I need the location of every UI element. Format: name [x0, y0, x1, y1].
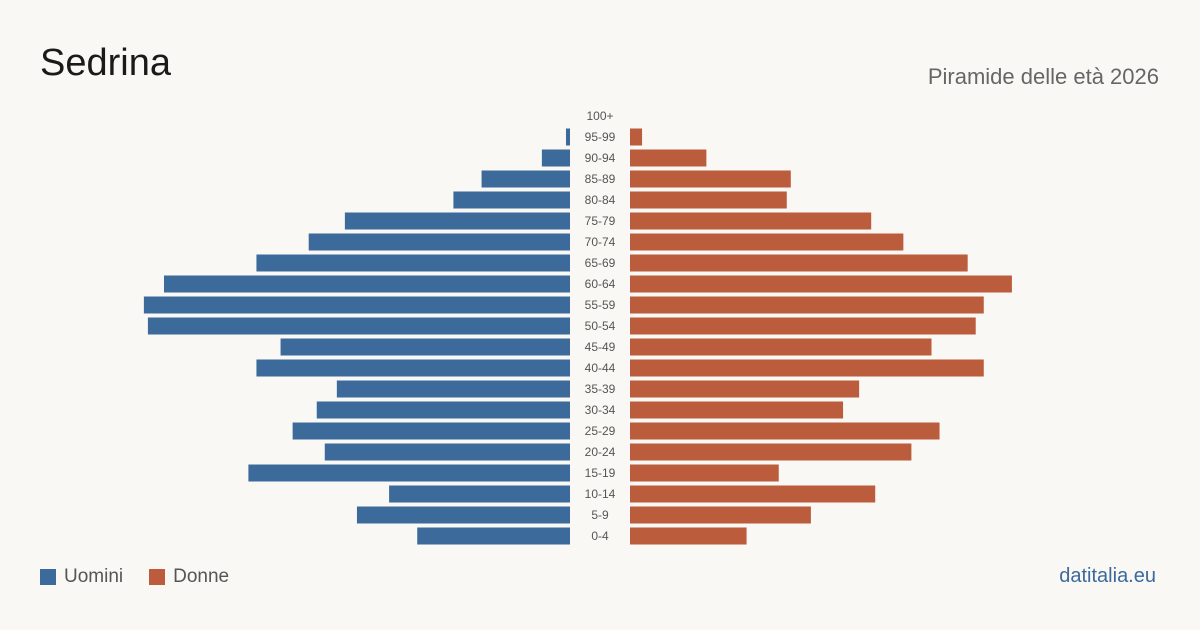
bar-men-25-29 [292, 422, 570, 440]
age-label-85-89: 85-89 [585, 172, 616, 186]
bar-men-50-54 [147, 317, 570, 335]
legend-label-men: Uomini [64, 566, 124, 587]
bar-women-95-99 [630, 128, 643, 146]
bar-men-55-59 [143, 296, 570, 314]
age-label-55-59: 55-59 [585, 298, 616, 312]
age-label-50-54: 50-54 [585, 319, 616, 333]
page-title: Sedrina [40, 42, 171, 84]
age-label-45-49: 45-49 [585, 340, 616, 354]
bar-men-60-64 [163, 275, 571, 293]
legend-item-men: Uomini [40, 566, 123, 588]
age-label-95-99: 95-99 [585, 130, 616, 144]
bar-women-5-9 [630, 506, 811, 524]
age-label-20-24: 20-24 [585, 445, 616, 459]
legend-swatch-women [149, 569, 166, 585]
bar-women-15-19 [630, 464, 779, 482]
bar-women-0-4 [630, 527, 747, 545]
bar-women-45-49 [630, 338, 932, 356]
bar-men-85-89 [481, 170, 570, 188]
bar-men-65-69 [256, 254, 570, 272]
age-label-15-19: 15-19 [585, 466, 616, 480]
bar-men-30-34 [316, 401, 570, 419]
bar-men-20-24 [324, 443, 570, 461]
bar-men-35-39 [336, 380, 570, 398]
age-label-100+: 100+ [586, 109, 613, 123]
age-label-10-14: 10-14 [585, 487, 616, 501]
bar-men-80-84 [453, 191, 570, 209]
bar-men-15-19 [248, 464, 570, 482]
legend-label-women: Donne [173, 566, 230, 587]
bar-men-5-9 [356, 506, 570, 524]
bar-women-40-44 [630, 359, 984, 377]
age-label-75-79: 75-79 [585, 214, 616, 228]
bar-men-40-44 [256, 359, 570, 377]
bar-women-25-29 [630, 422, 940, 440]
bar-women-55-59 [630, 296, 984, 314]
chart-subtitle: Piramide delle età 2026 [927, 64, 1159, 89]
bar-men-0-4 [417, 527, 570, 545]
bar-men-90-94 [541, 149, 570, 167]
age-label-25-29: 25-29 [585, 424, 616, 438]
bar-women-60-64 [630, 275, 1012, 293]
bar-men-95-99 [565, 128, 570, 146]
bar-men-75-79 [344, 212, 570, 230]
bar-women-65-69 [630, 254, 968, 272]
bar-women-10-14 [630, 485, 876, 503]
bar-men-10-14 [389, 485, 570, 503]
age-label-90-94: 90-94 [585, 151, 616, 165]
bar-women-80-84 [630, 191, 787, 209]
bar-women-50-54 [630, 317, 976, 335]
bar-men-45-49 [280, 338, 570, 356]
bar-women-85-89 [630, 170, 791, 188]
bar-women-70-74 [630, 233, 904, 251]
legend-item-women: Donne [149, 566, 229, 588]
bar-women-20-24 [630, 443, 912, 461]
bar-women-35-39 [630, 380, 860, 398]
age-label-35-39: 35-39 [585, 382, 616, 396]
bar-men-70-74 [308, 233, 570, 251]
legend: Uomini Donne [40, 566, 255, 588]
age-label-65-69: 65-69 [585, 256, 616, 270]
age-label-5-9: 5-9 [591, 508, 609, 522]
bar-women-30-34 [630, 401, 844, 419]
bar-women-75-79 [630, 212, 872, 230]
age-label-40-44: 40-44 [585, 361, 616, 375]
legend-swatch-men [40, 569, 56, 585]
age-label-60-64: 60-64 [585, 277, 616, 291]
age-label-70-74: 70-74 [585, 235, 616, 249]
brand-link[interactable]: datitalia.eu [1059, 565, 1156, 587]
bar-women-90-94 [630, 149, 707, 167]
age-label-30-34: 30-34 [585, 403, 616, 417]
age-label-80-84: 80-84 [585, 193, 616, 207]
age-label-0-4: 0-4 [591, 529, 609, 543]
